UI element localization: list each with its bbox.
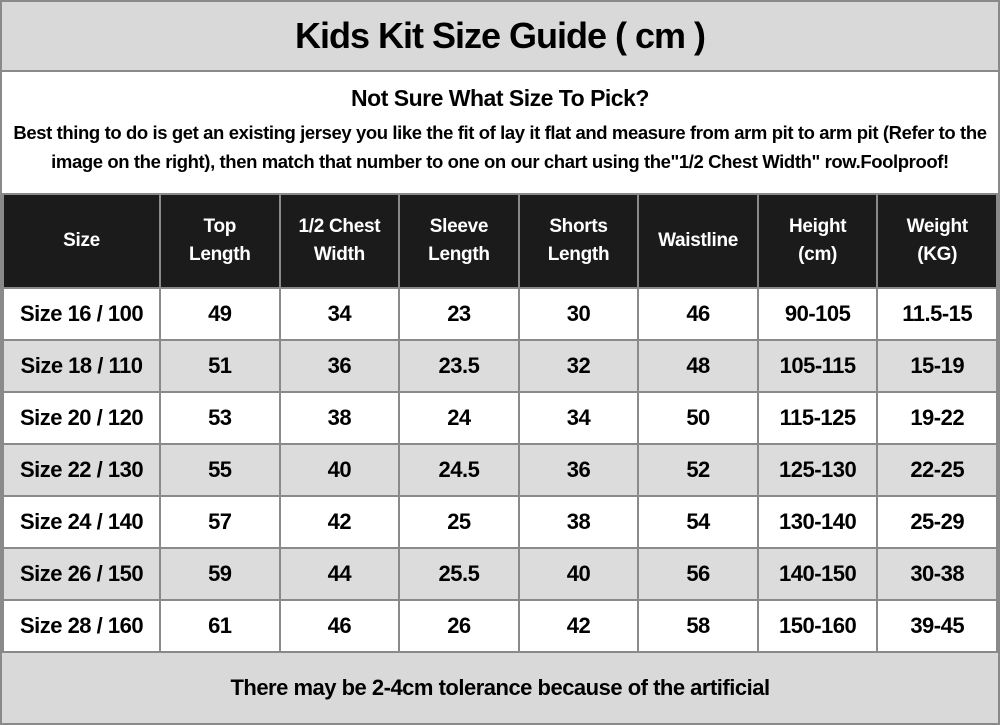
value-cell: 46 xyxy=(637,287,759,341)
value-cell: 42 xyxy=(278,495,401,549)
size-table-header-row: Size Top Length 1/2 Chest Width Sleeve Leng… xyxy=(1,193,998,289)
size-cell: Size 20 / 120 xyxy=(1,391,162,445)
value-cell: 25-29 xyxy=(876,495,998,549)
value-cell: 15-19 xyxy=(876,339,998,393)
info-box: Not Sure What Size To Pick? Best thing t… xyxy=(2,72,998,193)
value-cell: 11.5-15 xyxy=(876,287,998,341)
size-cell: Size 22 / 130 xyxy=(1,443,162,497)
value-cell: 130-140 xyxy=(756,495,879,549)
size-cell: Size 26 / 150 xyxy=(1,547,162,601)
value-cell: 36 xyxy=(517,443,640,497)
tolerance-note: There may be 2-4cm tolerance because of … xyxy=(230,675,770,700)
value-cell: 105-115 xyxy=(756,339,879,393)
value-cell: 24.5 xyxy=(398,443,520,497)
value-cell: 40 xyxy=(517,547,640,601)
value-cell: 38 xyxy=(278,391,401,445)
size-cell: Size 18 / 110 xyxy=(1,339,162,393)
column-header: Sleeve Length xyxy=(398,193,520,289)
value-cell: 61 xyxy=(159,599,281,653)
value-cell: 55 xyxy=(159,443,281,497)
value-cell: 57 xyxy=(159,495,281,549)
value-cell: 48 xyxy=(637,339,759,393)
table-row: Size 24 / 140 57 42 25 38 54 130-140 25-29 xyxy=(1,495,998,549)
value-cell: 90-105 xyxy=(756,287,879,341)
value-cell: 23.5 xyxy=(398,339,520,393)
value-cell: 26 xyxy=(398,599,520,653)
value-cell: 32 xyxy=(517,339,640,393)
value-cell: 54 xyxy=(637,495,759,549)
table-row: Size 26 / 150 59 44 25.5 40 56 140-150 30-38 xyxy=(1,547,998,601)
value-cell: 59 xyxy=(159,547,281,601)
page-title: Kids Kit Size Guide ( cm ) xyxy=(294,15,706,56)
column-header: Waistline xyxy=(637,193,759,289)
value-cell: 58 xyxy=(637,599,759,653)
value-cell: 38 xyxy=(517,495,640,549)
value-cell: 30 xyxy=(517,287,640,341)
column-header: 1/2 Chest Width xyxy=(278,193,401,289)
value-cell: 49 xyxy=(159,287,281,341)
column-header: Top Length xyxy=(159,193,281,289)
footer-note-bar: There may be 2-4cm tolerance because of … xyxy=(2,653,998,723)
value-cell: 34 xyxy=(517,391,640,445)
value-cell: 25 xyxy=(398,495,520,549)
value-cell: 50 xyxy=(637,391,759,445)
value-cell: 30-38 xyxy=(876,547,998,601)
value-cell: 46 xyxy=(278,599,401,653)
value-cell: 22-25 xyxy=(876,443,998,497)
value-cell: 53 xyxy=(159,391,281,445)
value-cell: 19-22 xyxy=(876,391,998,445)
table-row: Size 18 / 110 51 36 23.5 32 48 105-115 15-19 xyxy=(1,339,998,393)
value-cell: 51 xyxy=(159,339,281,393)
size-cell: Size 28 / 160 xyxy=(1,599,162,653)
table-row: Size 28 / 160 61 46 26 42 58 150-160 39-45 xyxy=(1,599,998,653)
value-cell: 125-130 xyxy=(756,443,879,497)
column-header: Size xyxy=(1,193,162,289)
info-heading: Not Sure What Size To Pick? xyxy=(351,85,649,111)
size-cell: Size 16 / 100 xyxy=(1,287,162,341)
value-cell: 56 xyxy=(637,547,759,601)
table-row: Size 20 / 120 53 38 24 34 50 115-125 19-22 xyxy=(1,391,998,445)
info-body-text: Best thing to do is get an existing jers… xyxy=(13,122,987,172)
title-bar: Kids Kit Size Guide ( cm ) xyxy=(2,2,998,72)
value-cell: 23 xyxy=(398,287,520,341)
value-cell: 140-150 xyxy=(756,547,879,601)
column-header: Height (cm) xyxy=(756,193,879,289)
size-table-body: Size 16 / 100 49 34 23 30 46 90-105 11.5-15 Size… xyxy=(1,287,998,653)
value-cell: 42 xyxy=(517,599,640,653)
table-row: Size 16 / 100 49 34 23 30 46 90-105 11.5-15 xyxy=(1,287,998,341)
value-cell: 115-125 xyxy=(756,391,879,445)
value-cell: 34 xyxy=(278,287,401,341)
value-cell: 44 xyxy=(278,547,401,601)
column-header: Weight (KG) xyxy=(876,193,998,289)
value-cell: 150-160 xyxy=(756,599,879,653)
column-header: Shorts Length xyxy=(517,193,640,289)
value-cell: 52 xyxy=(637,443,759,497)
value-cell: 39-45 xyxy=(876,599,998,653)
value-cell: 40 xyxy=(278,443,401,497)
value-cell: 36 xyxy=(278,339,401,393)
value-cell: 24 xyxy=(398,391,520,445)
value-cell: 25.5 xyxy=(398,547,520,601)
size-cell: Size 24 / 140 xyxy=(1,495,162,549)
table-row: Size 22 / 130 55 40 24.5 36 52 125-130 22-25 xyxy=(1,443,998,497)
size-table: Size Top Length 1/2 Chest Width Sleeve Leng… xyxy=(1,193,998,653)
